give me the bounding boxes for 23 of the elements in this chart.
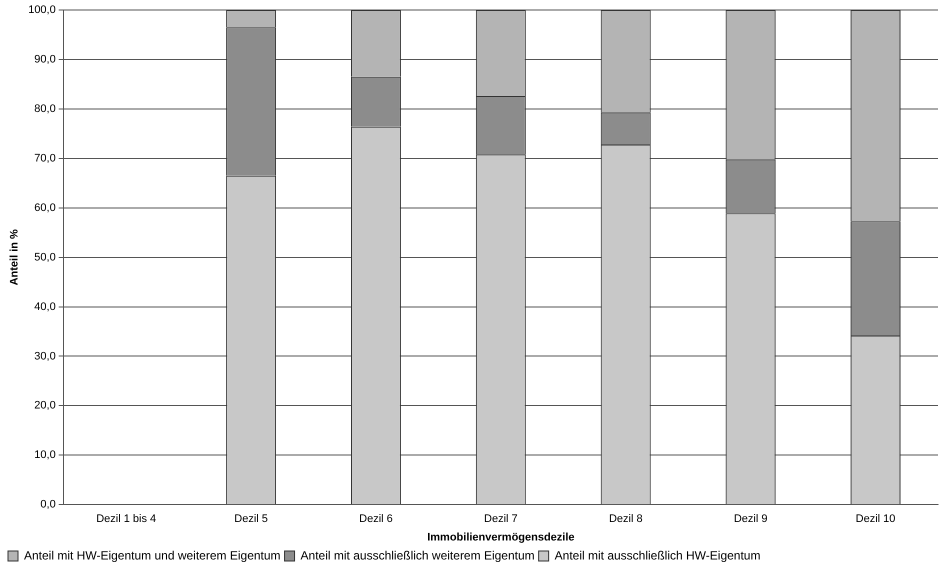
legend-label: Anteil mit ausschließlich HW-Eigentum [554,548,760,562]
y-tick-label: 20,0 [34,400,56,412]
x-tick-label: Dezil 10 [856,513,896,526]
y-tick-label: 100,0 [28,4,56,16]
y-tick-label: 80,0 [34,102,56,115]
y-tick-label: 10,0 [34,449,56,462]
y-tick-label: 0,0 [40,498,56,511]
x-tick-label: Dezil 6 [359,513,393,526]
y-tick-label: 70,0 [34,152,56,164]
y-tick-label: 30,0 [34,350,56,362]
y-tick-label: 40,0 [34,300,56,313]
x-tick-label: Dezil 1 bis 4 [96,513,156,526]
x-axis-title: Immobilienvermögensdezile [427,531,575,544]
legend-label: Anteil mit ausschließlich weiterem Eigentum [300,548,535,562]
y-axis-title: Anteil in % [8,228,21,286]
x-tick-label: Dezil 8 [608,513,643,526]
y-tick-label: 90,0 [34,53,56,66]
x-tick-label: Dezil 9 [734,513,768,526]
x-tick-label: Dezil 7 [484,513,518,526]
x-tick-label: Dezil 5 [234,513,268,526]
legend-label: Anteil mit HW-Eigentum und weiterem Eigentum [24,548,281,562]
y-tick-label: 50,0 [34,251,56,264]
y-tick-label: 60,0 [34,202,56,214]
